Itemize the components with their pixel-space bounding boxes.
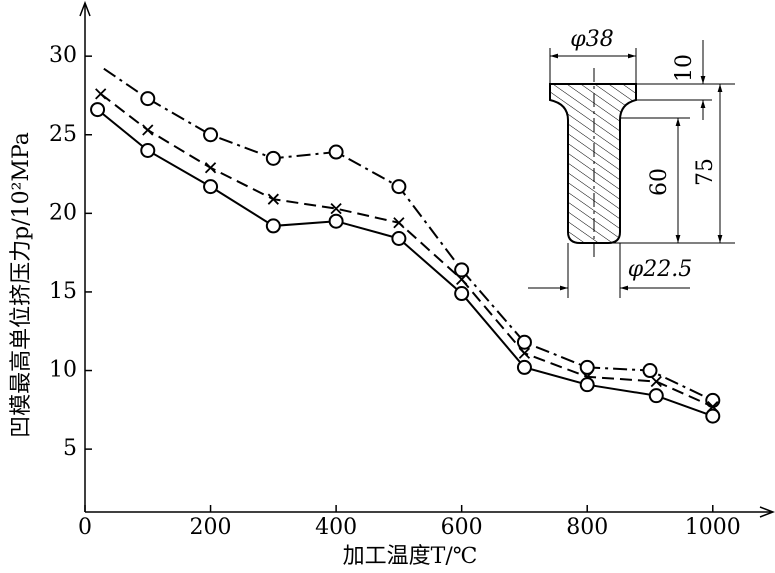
point — [454, 262, 470, 278]
point — [642, 363, 658, 379]
point — [648, 388, 664, 404]
x-tick-label: 400 — [315, 515, 357, 540]
point — [650, 375, 662, 388]
point — [518, 347, 531, 359]
point — [391, 230, 407, 246]
y-tick-label: 30 — [49, 43, 77, 68]
point — [95, 88, 107, 100]
point — [330, 202, 342, 215]
point — [516, 334, 532, 350]
point — [705, 408, 721, 424]
point — [90, 102, 106, 118]
point — [204, 162, 217, 174]
point — [516, 359, 532, 375]
point — [456, 273, 468, 285]
annotation: φ38 — [570, 27, 613, 52]
axes — [79, 0, 775, 518]
point — [579, 377, 595, 393]
point — [454, 286, 470, 302]
x-tick-label: 0 — [78, 515, 92, 540]
point — [203, 127, 219, 143]
point — [391, 179, 407, 195]
y-arrow — [79, 0, 91, 17]
x-tick-label: 600 — [441, 515, 483, 540]
point — [579, 359, 595, 375]
point — [265, 150, 281, 166]
point — [328, 213, 344, 229]
x-tick-label: 1000 — [685, 515, 741, 540]
point — [267, 193, 279, 205]
part-section — [549, 83, 637, 244]
inset-drawing: φ38 10 60 75 φ22.5 — [528, 27, 735, 298]
point — [393, 217, 405, 229]
y-axis-label: 凹模最高单位挤压力p/10²MPa — [9, 132, 34, 438]
y-tick-label: 20 — [49, 200, 77, 225]
annotation: 75 — [693, 158, 718, 186]
x-arrow — [759, 506, 775, 518]
point — [328, 144, 344, 160]
x-tick-label: 200 — [190, 515, 232, 540]
point — [140, 91, 156, 107]
x-axis-label: 加工温度T/℃ — [343, 544, 478, 569]
annotation: 10 — [672, 54, 697, 82]
y-tick-label: 25 — [49, 122, 77, 147]
y-tick-label: 15 — [49, 279, 77, 304]
point — [142, 124, 154, 136]
y-tick-label: 10 — [49, 358, 77, 383]
annotation: 60 — [647, 168, 672, 196]
x-tick-label: 800 — [566, 515, 608, 540]
annotation: φ22.5 — [628, 257, 692, 282]
point — [203, 179, 219, 195]
y-tick-label: 5 — [63, 436, 77, 461]
point — [140, 142, 156, 158]
point — [265, 218, 281, 234]
